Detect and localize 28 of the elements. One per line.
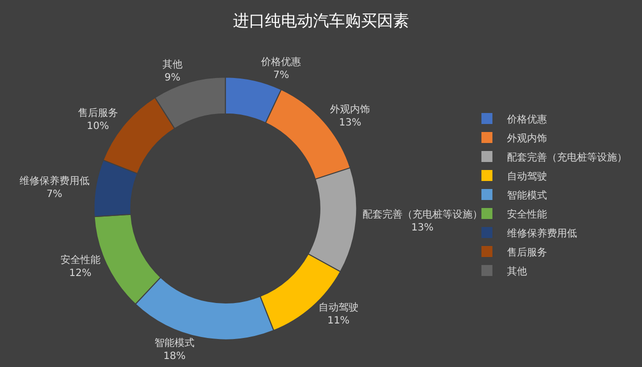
data-label: 10%	[86, 121, 110, 132]
data-label: 13%	[338, 118, 362, 129]
data-label: 7%	[273, 70, 290, 81]
data-label: 9%	[164, 72, 180, 84]
data-label: 7%	[46, 189, 62, 200]
slice-label: 价格优惠	[260, 56, 302, 68]
data-label: 11%	[327, 315, 350, 326]
slice-label: 智能模式	[154, 336, 194, 349]
legend-label: 其他	[506, 265, 527, 278]
slice-label: 配套完善（充电桩等设施）	[362, 208, 482, 220]
legend-label: 安全性能	[506, 208, 547, 220]
legend-label: 售后服务	[506, 246, 547, 258]
chart-title: 进口纯电动汽车购买因素	[233, 10, 409, 30]
legend-label: 自动驾驶	[506, 170, 547, 182]
legend-label: 智能模式	[506, 189, 547, 202]
data-label: 13%	[411, 222, 434, 234]
data-label: 18%	[163, 350, 186, 362]
data-label: 12%	[69, 268, 92, 280]
legend-label: 价格优惠	[506, 113, 547, 126]
slice-label: 安全性能	[60, 254, 100, 266]
slice-label: 其他	[162, 58, 182, 70]
slice-label: 外观内饰	[330, 104, 370, 116]
slice-label: 售后服务	[78, 107, 118, 120]
legend-label: 维修保养费用低	[506, 227, 577, 240]
legend-label: 配套完善（充电桩等设施）	[506, 151, 627, 164]
legend-label: 外观内饰	[506, 132, 547, 144]
slice-label: 维修保养费用低	[19, 175, 90, 188]
slice-label: 自动驾驶	[318, 301, 358, 314]
